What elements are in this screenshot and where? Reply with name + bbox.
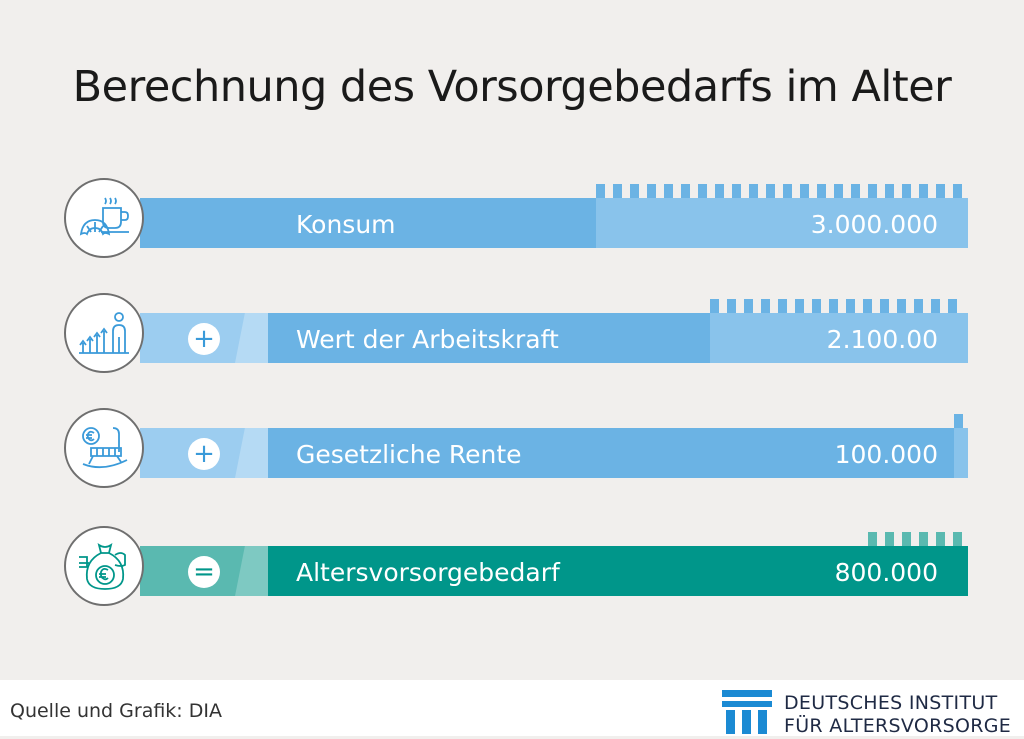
dia-logo-icon <box>722 690 772 739</box>
bar-hatch <box>596 184 970 198</box>
value-bar <box>140 198 596 248</box>
rocking-chair-euro-icon <box>64 408 144 488</box>
coffee-croissant-icon <box>64 178 144 258</box>
organization-name-line1: DEUTSCHES INSTITUT <box>784 692 998 714</box>
footer <box>0 680 1024 736</box>
plus-icon: + <box>188 323 220 355</box>
row-value: 100.000 <box>834 440 938 469</box>
organization-name: DEUTSCHES INSTITUT FÜR ALTERSVORSORGE <box>784 692 1011 738</box>
row-konsum: Konsum 3.000.000 <box>0 170 1024 290</box>
row-rente: + Gesetzliche Rente 100.000 <box>0 400 1024 520</box>
equals-icon: = <box>188 556 220 588</box>
value-bar-extension <box>710 313 968 363</box>
source-credit: Quelle und Grafik: DIA <box>10 700 222 722</box>
page-title: Berechnung des Vorsorgebedarfs im Alter <box>72 62 952 112</box>
value-bar-extension <box>954 428 968 478</box>
row-arbeitskraft: + Wert der Arbeitskraft 2.100.00 <box>0 285 1024 405</box>
value-bar-extension <box>868 546 968 596</box>
growth-person-icon <box>64 293 144 373</box>
money-bag-euro-icon <box>64 526 144 606</box>
plus-icon: + <box>188 438 220 470</box>
row-value: 3.000.000 <box>810 210 938 239</box>
row-label: Wert der Arbeitskraft <box>296 325 559 354</box>
row-label: Konsum <box>296 210 396 239</box>
row-value: 800.000 <box>834 558 938 587</box>
organization-name-line2: FÜR ALTERSVORSORGE <box>784 715 1012 737</box>
bar-hatch <box>868 532 970 546</box>
value-bar <box>140 428 954 478</box>
value-bar-extension <box>596 198 968 248</box>
row-label: Altersvorsorgebedarf <box>296 558 560 587</box>
sign-panel <box>140 546 268 596</box>
row-label: Gesetzliche Rente <box>296 440 522 469</box>
row-value: 2.100.00 <box>826 325 938 354</box>
bar-hatch <box>954 414 963 428</box>
row-altersvorsorgebedarf: = Altersvorsorgebedarf 800.000 <box>0 518 1024 638</box>
bar-hatch <box>710 299 965 313</box>
